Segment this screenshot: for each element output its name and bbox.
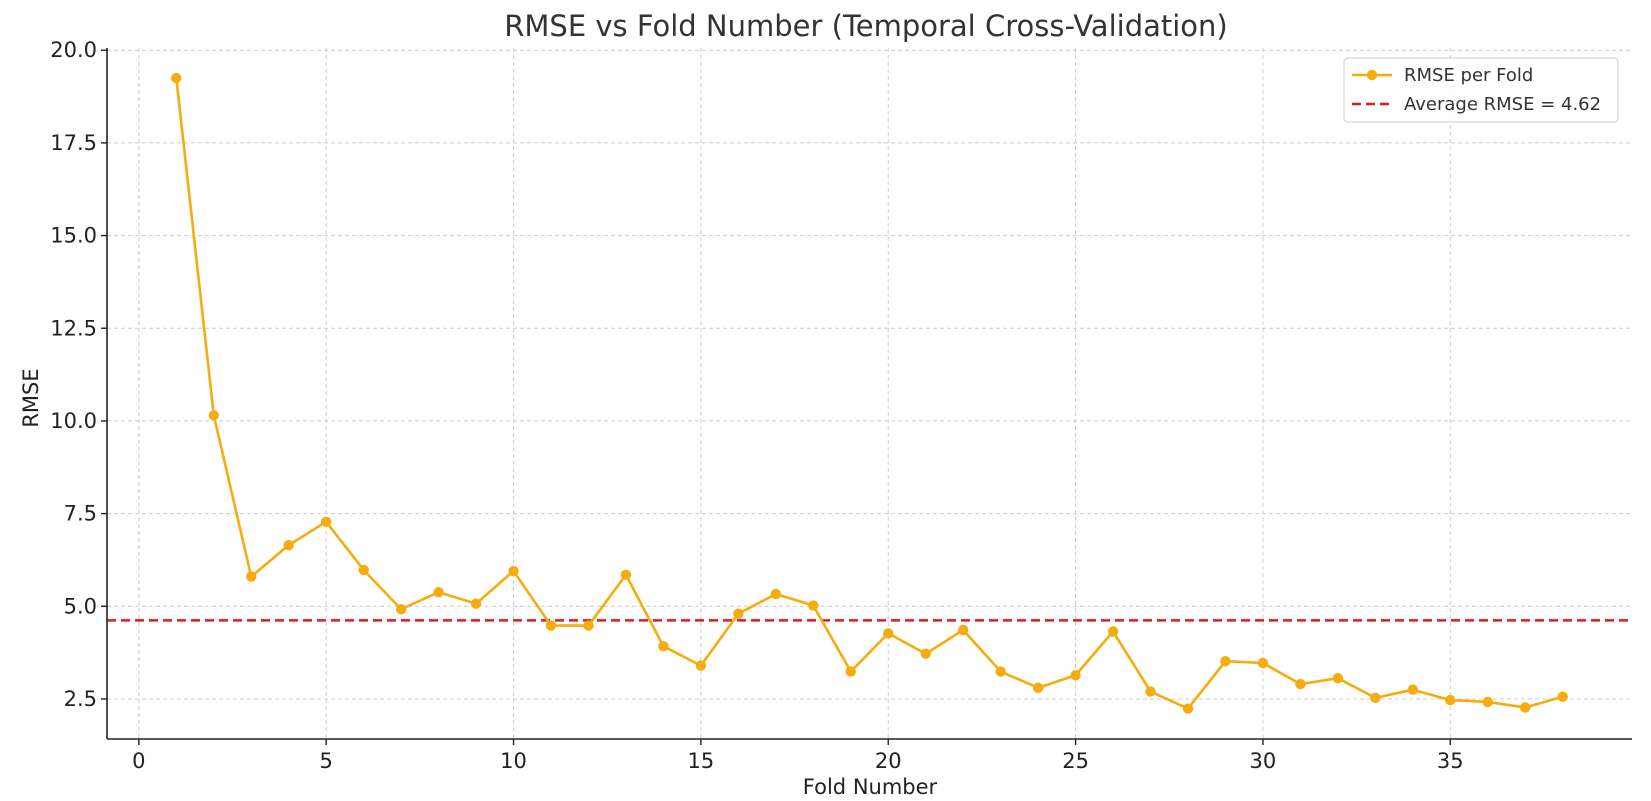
data-point-fold-1 [171, 72, 182, 84]
y-tick-label-0: 2.5 [64, 687, 97, 711]
y-tick-label-5: 15.0 [50, 224, 97, 248]
y-tick-label-6: 17.5 [50, 131, 97, 155]
data-point-fold-31 [1295, 678, 1306, 690]
data-point-fold-5 [320, 516, 332, 527]
x-tick-label-3: 15 [688, 749, 715, 773]
data-point-fold-37 [1520, 702, 1531, 713]
axes [106, 48, 1632, 740]
x-tick-label-0: 0 [132, 749, 145, 773]
rmse-series-line [175, 77, 1564, 710]
data-point-fold-11 [545, 620, 557, 631]
x-tick-label-4: 20 [875, 749, 902, 773]
x-tick-label-7: 35 [1437, 749, 1464, 773]
data-point-fold-8 [433, 586, 444, 598]
x-axis-label: Fold Number [803, 775, 938, 799]
data-point-fold-35 [1445, 694, 1456, 706]
data-point-fold-17 [770, 588, 782, 600]
data-point-fold-30 [1257, 657, 1269, 669]
data-point-fold-15 [695, 660, 707, 671]
y-tick-label-3: 10.0 [50, 409, 97, 433]
chart-title: RMSE vs Fold Number (Temporal Cross-Vali… [504, 9, 1228, 43]
y-axis-ticks: 2.5 5.0 7.5 10.0 12.5 15.0 17.5 20.0 [50, 38, 107, 711]
y-axis-label: RMSE [19, 368, 43, 427]
data-point-fold-2 [208, 410, 219, 421]
data-point-fold-34 [1407, 684, 1419, 695]
data-point-fold-32 [1332, 673, 1344, 684]
data-point-fold-14 [658, 641, 669, 652]
data-point-fold-16 [733, 608, 744, 619]
data-point-fold-19 [845, 666, 856, 677]
data-point-fold-20 [883, 628, 894, 639]
data-point-fold-25 [1070, 670, 1081, 681]
x-axis-ticks: 0 5 10 15 20 25 30 35 [132, 739, 1464, 773]
data-point-fold-24 [1032, 682, 1044, 694]
y-tick-label-1: 5.0 [64, 594, 97, 618]
data-point-fold-7 [395, 604, 407, 615]
data-point-fold-6 [358, 564, 369, 576]
legend-label-rmse: RMSE per Fold [1404, 65, 1533, 86]
data-point-fold-13 [620, 569, 632, 580]
data-point-fold-38 [1557, 691, 1568, 702]
data-point-fold-4 [283, 539, 294, 551]
data-point-fold-21 [920, 648, 931, 659]
x-tick-label-5: 25 [1062, 749, 1089, 773]
legend: RMSE per Fold Average RMSE = 4.62 [1343, 57, 1619, 123]
data-point-fold-10 [508, 565, 519, 577]
x-tick-label-2: 10 [500, 749, 527, 773]
data-point-fold-29 [1220, 655, 1231, 667]
y-tick-label-4: 12.5 [50, 316, 97, 340]
data-point-fold-28 [1182, 703, 1194, 714]
x-tick-label-1: 5 [320, 749, 333, 773]
y-tick-label-7: 20.0 [50, 38, 97, 62]
data-point-fold-27 [1145, 686, 1156, 697]
data-point-fold-12 [583, 620, 594, 631]
grid-lines [107, 48, 1632, 739]
data-point-fold-26 [1107, 626, 1119, 637]
y-tick-label-2: 7.5 [64, 502, 97, 526]
legend-swatch-rmse-marker [1366, 69, 1378, 81]
data-point-fold-22 [957, 624, 969, 636]
data-point-fold-18 [808, 600, 819, 611]
data-point-fold-36 [1482, 696, 1493, 708]
legend-box [1343, 57, 1619, 123]
data-point-fold-23 [995, 666, 1006, 677]
data-point-fold-9 [470, 598, 482, 609]
x-tick-label-6: 30 [1250, 749, 1277, 773]
data-point-fold-33 [1370, 692, 1381, 704]
data-point-fold-3 [246, 571, 257, 582]
series-group [171, 72, 1568, 714]
legend-label-average: Average RMSE = 4.62 [1404, 94, 1601, 115]
